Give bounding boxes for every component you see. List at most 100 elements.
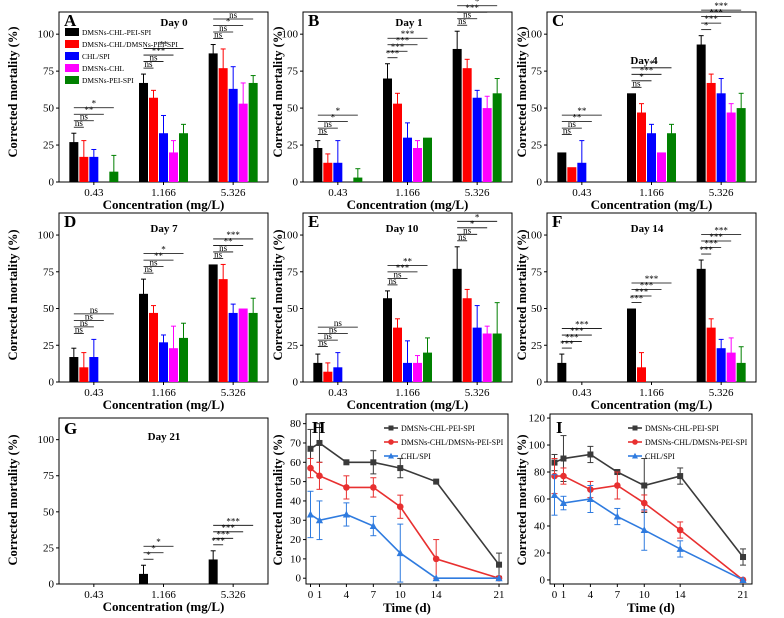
bar-dmsns-chl-pei-spi	[69, 357, 79, 382]
bar-dmsns-chl	[657, 152, 666, 182]
significance-label: ns	[334, 318, 343, 328]
y-axis-label: Corrected mortality (%)	[271, 27, 285, 158]
bar-dmsns-chl	[482, 333, 492, 382]
legend-label: DMSNs-CHL	[82, 64, 125, 73]
bar-dmsns-chl-pei-spi	[208, 53, 218, 183]
significance-label: ***	[640, 65, 654, 75]
data-point-circle	[343, 484, 350, 491]
significance-label: ns	[75, 324, 84, 334]
y-tick-label: 75	[43, 266, 55, 278]
bar-dmsns-chl-dmsns-pei-spi	[462, 68, 472, 182]
data-point-triangle	[559, 499, 568, 507]
x-axis-label: Time (d)	[627, 600, 675, 615]
y-tick-label: 0	[540, 574, 546, 586]
bar-dmsns-chl-pei-spi	[557, 362, 567, 382]
significance-label: *	[146, 550, 151, 560]
y-tick-label: 60	[534, 494, 546, 506]
significance-label: ***	[645, 274, 659, 284]
significance-label: **	[84, 105, 94, 115]
data-point-square	[433, 478, 440, 485]
data-point-triangle	[369, 522, 377, 530]
legend-swatch	[65, 64, 79, 72]
x-tick-label: 5.326	[465, 387, 490, 399]
bar-dmsns-chl-dmsns-pei-spi	[218, 279, 228, 382]
data-point-square	[496, 561, 503, 568]
panel-title: Day 7	[150, 223, 178, 235]
x-tick-label: 0	[308, 589, 314, 601]
panel-title: Day 14	[631, 223, 664, 235]
bar-dmsns-chl-pei-spi	[208, 559, 218, 584]
data-point-circle	[676, 526, 684, 534]
bar-dmsns-chl-dmsns-pei-spi	[393, 327, 402, 382]
series-line	[309, 467, 500, 579]
significance-label: ns	[324, 331, 333, 341]
significance-label: *	[475, 212, 480, 222]
bar-chl-spi	[403, 137, 412, 182]
data-point-triangle	[640, 526, 648, 534]
bar-dmsns-chl-pei-spi	[383, 298, 392, 382]
bar-dmsns-chl-dmsns-pei-spi	[323, 162, 333, 182]
data-point-triangle	[550, 491, 559, 498]
x-tick-label: 1.166	[395, 387, 420, 399]
significance-label: ***	[575, 320, 589, 330]
y-tick-label: 100	[282, 29, 299, 41]
x-tick-label: 21	[738, 589, 749, 601]
x-tick-label: 1	[317, 589, 323, 601]
significance-label: ***	[221, 523, 235, 533]
y-tick-label: 80	[290, 418, 302, 430]
y-tick-label: 0	[296, 573, 302, 585]
data-point-square	[677, 473, 684, 480]
y-tick-label: 70	[290, 437, 302, 449]
y-tick-label: 30	[290, 515, 302, 527]
significance-label: **	[159, 40, 169, 50]
legend-marker	[388, 439, 394, 445]
significance-label: ***	[709, 232, 723, 242]
significance-label: ***	[565, 333, 579, 343]
y-tick-label: 100	[282, 230, 299, 242]
significance-label: *	[470, 219, 475, 229]
y-tick-label: 25	[287, 140, 299, 152]
data-point-square	[587, 451, 594, 458]
data-point-triangle	[739, 576, 747, 583]
y-tick-label: 100	[526, 230, 543, 242]
y-tick-label: 120	[529, 413, 546, 425]
significance-label: **	[577, 106, 587, 116]
significance-label: *	[639, 72, 644, 82]
x-tick-label: 1.166	[151, 387, 176, 399]
legend-label: DMSNs-PEI-SPI	[82, 76, 134, 85]
y-tick-label: 0	[293, 377, 299, 389]
significance-label: **	[403, 256, 413, 266]
data-point-triangle	[613, 512, 621, 520]
x-tick-label: 1	[561, 589, 567, 601]
significance-label: ns	[563, 126, 572, 136]
panel-title: Day 4	[630, 55, 658, 67]
x-tick-label: 0.43	[328, 387, 348, 399]
x-axis-label: Concentration (mg/L)	[591, 197, 713, 212]
significance-label: *	[704, 21, 709, 31]
x-tick-label: 1.166	[639, 187, 664, 199]
y-tick-label: 75	[43, 470, 55, 482]
y-tick-label: 50	[43, 506, 55, 518]
legend-swatch	[65, 28, 79, 36]
significance-label: ns	[144, 264, 153, 274]
legend-label: CHL/SPI	[401, 452, 431, 461]
bar-dmsns-chl-pei-spi	[627, 308, 636, 382]
y-axis-label: Corrected mortality (%)	[271, 230, 285, 361]
significance-label: *	[331, 113, 336, 123]
panel-title: Day 1	[395, 17, 422, 29]
significance-label: ns	[75, 118, 84, 128]
x-tick-label: 1.166	[395, 187, 420, 199]
y-tick-label: 100	[526, 29, 543, 41]
significance-label: ***	[704, 14, 718, 24]
significance-label: **	[572, 113, 582, 123]
bar-dmsns-chl-pei-spi	[313, 148, 323, 182]
panel-letter: D	[64, 212, 76, 231]
bar-dmsns-pei-spi	[492, 93, 502, 182]
y-tick-label: 75	[43, 66, 55, 78]
x-tick-label: 5.326	[221, 387, 246, 399]
y-tick-label: 50	[43, 303, 55, 315]
